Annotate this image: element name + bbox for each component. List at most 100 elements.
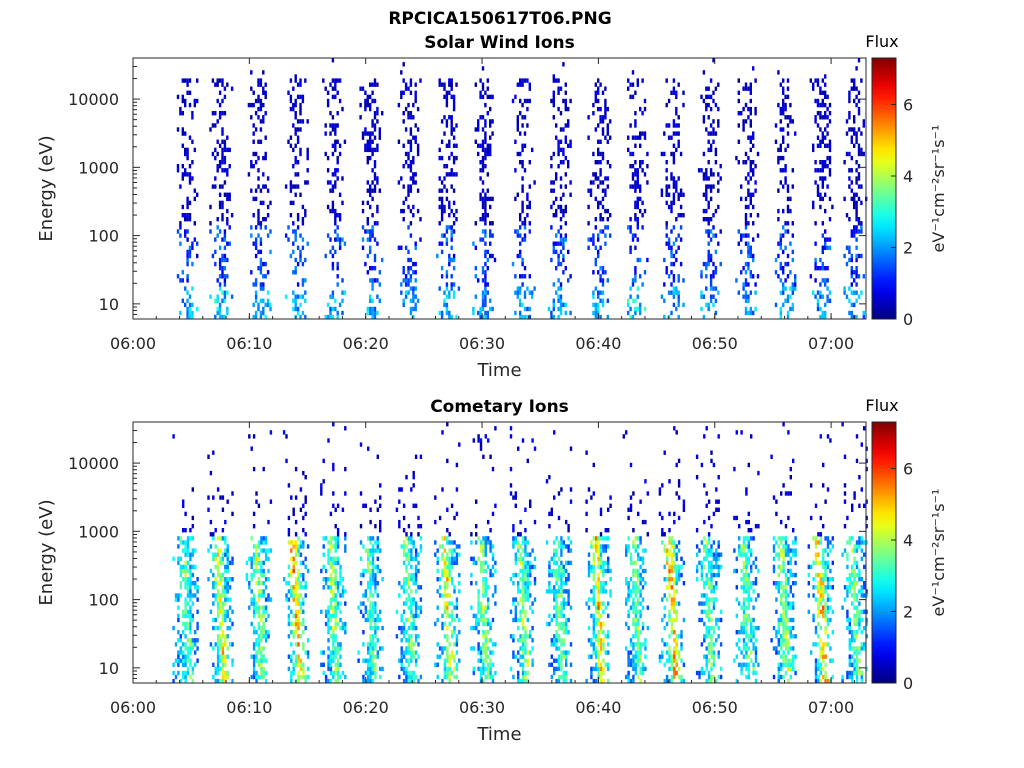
heatmap-cell (369, 605, 372, 610)
heatmap-cell (789, 294, 792, 299)
heatmap-cell (369, 131, 372, 136)
heatmap-cell (436, 577, 439, 582)
heatmap-cell (812, 143, 815, 148)
heatmap-cell (831, 204, 834, 210)
heatmap-cell (601, 127, 605, 132)
heatmap-cell (682, 278, 685, 283)
heatmap-cell (412, 621, 415, 627)
heatmap-cell (555, 176, 558, 181)
heatmap-cell (705, 176, 708, 181)
heatmap-cell (521, 556, 525, 561)
heatmap-cell (409, 298, 413, 303)
heatmap-cell (712, 127, 715, 132)
heatmap-cell (489, 674, 492, 680)
heatmap-cell (188, 164, 192, 169)
heatmap-cell (747, 253, 750, 259)
heatmap-cell (299, 119, 302, 124)
heatmap-cell (637, 621, 640, 627)
heatmap-cell (594, 127, 597, 132)
heatmap-cell (331, 266, 335, 271)
heatmap-cell (521, 662, 525, 667)
heatmap-cell (557, 147, 560, 153)
heatmap-cell (224, 638, 227, 643)
heatmap-cell (519, 213, 522, 218)
heatmap-cell (344, 536, 347, 541)
heatmap-cell (262, 261, 265, 267)
heatmap-cell (552, 78, 555, 83)
heatmap-cell (524, 642, 527, 647)
heatmap-cell (404, 196, 408, 202)
heatmap-cell (709, 172, 713, 177)
heatmap-cell (853, 86, 856, 91)
heatmap-cell (491, 556, 495, 561)
heatmap-cell (445, 119, 449, 124)
heatmap-cell (379, 503, 382, 508)
heatmap-cell (450, 225, 453, 230)
heatmap-cell (374, 646, 377, 651)
heatmap-cell (223, 253, 227, 259)
heatmap-cell (296, 213, 300, 218)
heatmap-cell (634, 278, 637, 283)
heatmap-cell (327, 548, 330, 553)
heatmap-cell (523, 225, 527, 230)
heatmap-cell (786, 314, 790, 320)
heatmap-cell (557, 286, 560, 291)
heatmap-cell (182, 662, 185, 667)
heatmap-cell (188, 306, 192, 312)
heatmap-cell (445, 306, 449, 312)
heatmap-cell (181, 143, 184, 148)
heatmap-cell (557, 572, 561, 578)
heatmap-cell (219, 678, 222, 684)
heatmap-cell (398, 625, 401, 631)
heatmap-cell (304, 678, 307, 684)
heatmap-cell (221, 270, 224, 275)
heatmap-cell (336, 560, 340, 566)
heatmap-cell (597, 544, 600, 549)
heatmap-cell (364, 589, 367, 594)
heatmap-cell (717, 241, 720, 246)
heatmap-cell (369, 589, 372, 594)
heatmap-cell (712, 184, 715, 189)
heatmap-cell (373, 172, 377, 177)
heatmap-cell (491, 221, 494, 226)
heatmap-cell (216, 662, 220, 667)
heatmap-cell (179, 568, 182, 574)
heatmap-cell (224, 589, 227, 594)
heatmap-cell (282, 430, 286, 435)
heatmap-cell (398, 581, 401, 586)
heatmap-cell (264, 548, 268, 553)
heatmap-cell (675, 286, 678, 291)
heatmap-cell (641, 282, 644, 287)
heatmap-cell (677, 278, 680, 283)
heatmap-cell (625, 544, 628, 549)
heatmap-cell (777, 274, 780, 279)
heatmap-cell (369, 609, 372, 614)
heatmap-cell (816, 82, 820, 87)
heatmap-cell (477, 536, 480, 541)
heatmap-cell (524, 597, 527, 602)
heatmap-cell (754, 290, 757, 295)
heatmap-cell (744, 160, 748, 165)
heatmap-cell (562, 213, 565, 218)
heatmap-cell (182, 568, 185, 574)
heatmap-cell (177, 605, 180, 610)
heatmap-cell (597, 147, 600, 153)
heatmap-cell (367, 609, 370, 614)
heatmap-cell (602, 564, 605, 570)
heatmap-cell (552, 245, 555, 250)
heatmap-cell (607, 666, 610, 672)
heatmap-cell (182, 548, 185, 553)
heatmap-cell (479, 192, 482, 197)
heatmap-cell (443, 589, 447, 594)
heatmap-cell (519, 249, 522, 255)
heatmap-cell (186, 552, 190, 557)
heatmap-cell (364, 90, 367, 95)
heatmap-cell (631, 314, 635, 320)
heatmap-cell (409, 164, 413, 169)
heatmap-cell (552, 98, 555, 104)
heatmap-cell (452, 282, 456, 287)
heatmap-cell (828, 172, 832, 177)
heatmap-cell (221, 155, 224, 161)
heatmap-cell (597, 638, 600, 643)
heatmap-cell (327, 560, 330, 566)
